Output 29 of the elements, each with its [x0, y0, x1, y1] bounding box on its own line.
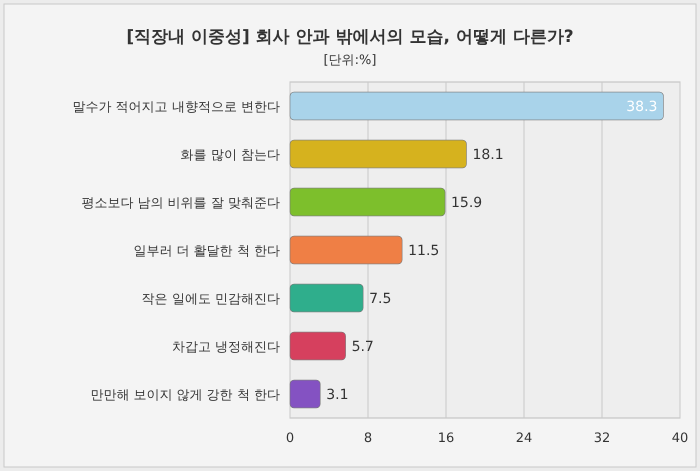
y-tick-label: 작은 일에도 민감해진다: [142, 292, 280, 307]
x-tick-label: 32: [594, 431, 610, 446]
bar: [290, 140, 467, 168]
data-label: 15.9: [451, 195, 482, 211]
data-label: 5.7: [352, 339, 374, 355]
bar: [290, 332, 346, 360]
y-tick-label: 평소보다 남의 비위를 잘 맞춰준다: [81, 196, 280, 211]
data-label: 11.5: [408, 243, 440, 259]
bar: [290, 284, 364, 312]
x-tick-label: 24: [516, 431, 532, 446]
y-tick-label: 만만해 보이지 않게 강한 척 한다: [90, 388, 280, 403]
x-tick-label: 16: [438, 431, 454, 446]
y-tick-label: 차갑고 냉정해진다: [172, 340, 280, 355]
bar: [290, 92, 664, 120]
x-tick-label: 40: [672, 431, 688, 446]
bar: [290, 188, 446, 216]
x-tick-label: 8: [364, 431, 372, 446]
data-label: 7.5: [369, 291, 392, 307]
bar: [290, 236, 402, 264]
bar: [290, 380, 321, 408]
y-tick-label: 화를 많이 참는다: [180, 148, 280, 163]
chart-subtitle: [단위:%]: [324, 53, 376, 68]
data-label: 18.1: [472, 147, 504, 163]
data-label: 38.3: [626, 99, 658, 115]
y-tick-label: 일부러 더 활달한 척 한다: [133, 244, 280, 259]
y-tick-label: 말수가 적어지고 내향적으로 변한다: [72, 100, 280, 115]
data-label: 3.1: [326, 387, 348, 403]
x-tick-label: 0: [286, 431, 294, 446]
chart-title: [직장내 이중성] 회사 안과 밖에서의 모습, 어떻게 다른가?: [126, 27, 574, 47]
